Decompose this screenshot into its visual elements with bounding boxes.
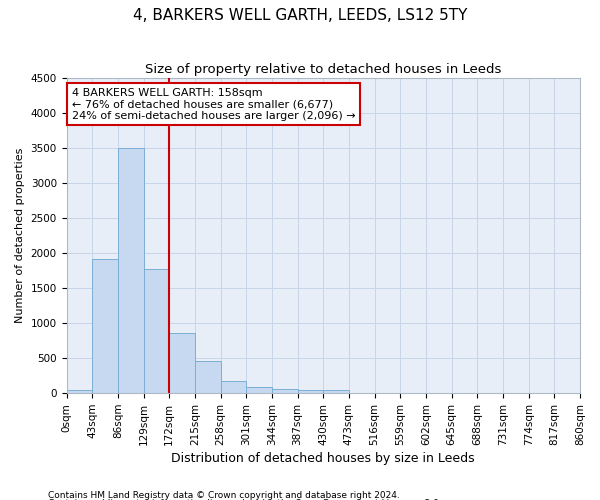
Bar bbox=[67, 390, 92, 393]
Text: 4, BARKERS WELL GARTH, LEEDS, LS12 5TY: 4, BARKERS WELL GARTH, LEEDS, LS12 5TY bbox=[133, 8, 467, 22]
Bar bbox=[195, 362, 221, 393]
X-axis label: Distribution of detached houses by size in Leeds: Distribution of detached houses by size … bbox=[172, 452, 475, 465]
Bar bbox=[169, 333, 195, 393]
Bar bbox=[143, 268, 169, 393]
Y-axis label: Number of detached properties: Number of detached properties bbox=[15, 148, 25, 324]
Bar bbox=[272, 389, 298, 393]
Text: Contains HM Land Registry data © Crown copyright and database right 2024.: Contains HM Land Registry data © Crown c… bbox=[48, 490, 400, 500]
Title: Size of property relative to detached houses in Leeds: Size of property relative to detached ho… bbox=[145, 62, 502, 76]
Text: Contains public sector information licensed under the Open Government Licence v3: Contains public sector information licen… bbox=[48, 499, 442, 500]
Bar bbox=[246, 388, 272, 393]
Text: 4 BARKERS WELL GARTH: 158sqm
← 76% of detached houses are smaller (6,677)
24% of: 4 BARKERS WELL GARTH: 158sqm ← 76% of de… bbox=[71, 88, 355, 120]
Bar bbox=[92, 258, 118, 393]
Bar bbox=[298, 390, 323, 393]
Bar bbox=[323, 390, 349, 393]
Bar bbox=[221, 381, 246, 393]
Bar bbox=[118, 148, 143, 393]
